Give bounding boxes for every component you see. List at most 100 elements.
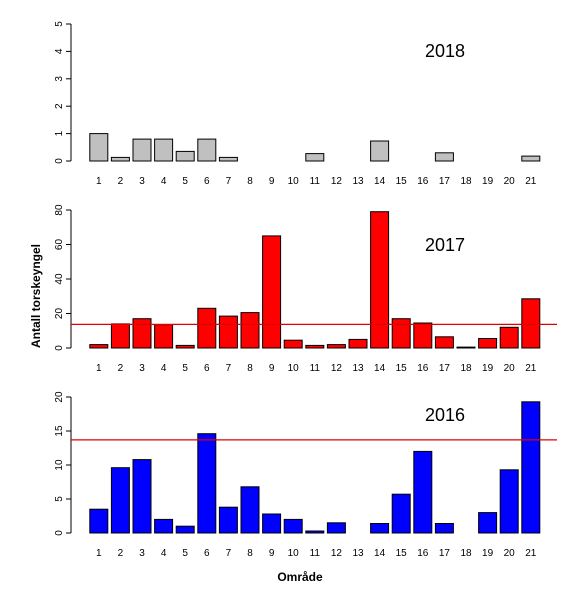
x-tick-label: 14 xyxy=(374,176,386,187)
x-tick-label: 4 xyxy=(161,176,167,187)
y-tick-label: 2 xyxy=(54,103,65,109)
x-tick-label: 11 xyxy=(310,363,321,374)
bar-19 xyxy=(478,512,498,534)
bar-3 xyxy=(132,318,152,349)
x-tick-label: 17 xyxy=(439,363,451,374)
x-tick-label: 3 xyxy=(139,363,145,374)
bar-9 xyxy=(262,513,282,534)
y-tick-label: 0 xyxy=(54,158,65,164)
bar-9 xyxy=(262,235,282,349)
x-tick-label: 1 xyxy=(96,363,102,374)
x-tick-label: 19 xyxy=(482,548,494,559)
bar-3 xyxy=(132,138,152,162)
y-tick-label: 3 xyxy=(54,76,65,82)
y-tick-label: 5 xyxy=(54,21,65,27)
x-tick-label: 17 xyxy=(439,176,451,187)
y-tick-label: 15 xyxy=(54,425,65,437)
bar-14 xyxy=(370,140,390,162)
bar-16 xyxy=(413,322,433,349)
bar-4 xyxy=(154,138,174,162)
x-tick-label: 21 xyxy=(525,363,537,374)
x-tick-label: 16 xyxy=(417,548,429,559)
x-tick-label: 4 xyxy=(161,363,167,374)
x-tick-label: 21 xyxy=(525,176,537,187)
bar-6 xyxy=(197,433,217,534)
x-tick-label: 16 xyxy=(417,176,429,187)
bar-20 xyxy=(499,326,519,349)
x-tick-label: 7 xyxy=(226,548,232,559)
bar-15 xyxy=(391,493,411,534)
x-tick-label: 6 xyxy=(204,548,210,559)
x-tick-label: 17 xyxy=(439,548,451,559)
x-tick-label: 9 xyxy=(269,363,275,374)
x-tick-label: 5 xyxy=(182,176,188,187)
x-tick-label: 11 xyxy=(310,176,321,187)
x-tick-label: 9 xyxy=(269,176,275,187)
bar-14 xyxy=(370,523,390,534)
bar-5 xyxy=(175,525,195,534)
y-tick-label: 40 xyxy=(54,273,65,285)
x-tick-label: 21 xyxy=(525,548,537,559)
bar-20 xyxy=(499,469,519,534)
bar-5 xyxy=(175,344,195,349)
x-tick-label: 13 xyxy=(352,176,364,187)
panel-year-label: 2016 xyxy=(425,405,465,425)
bar-1 xyxy=(89,508,109,534)
bar-2 xyxy=(110,323,130,349)
bar-18 xyxy=(456,346,476,349)
x-tick-label: 12 xyxy=(331,176,343,187)
bar-10 xyxy=(283,339,303,349)
x-tick-label: 1 xyxy=(96,548,102,559)
bar-5 xyxy=(175,150,195,162)
bar-7 xyxy=(218,156,238,162)
x-tick-label: 3 xyxy=(139,548,145,559)
x-tick-label: 3 xyxy=(139,176,145,187)
y-tick-label: 20 xyxy=(54,391,65,403)
bar-17 xyxy=(434,336,454,349)
x-tick-label: 13 xyxy=(352,363,364,374)
x-tick-label: 10 xyxy=(288,363,300,374)
bar-2 xyxy=(110,156,130,162)
x-tick-label: 18 xyxy=(460,176,472,187)
x-tick-label: 10 xyxy=(288,548,300,559)
x-tick-label: 15 xyxy=(396,548,408,559)
bar-6 xyxy=(197,307,217,349)
panel-year-label: 2018 xyxy=(425,41,465,61)
y-axis-title: Antall torskeyngel xyxy=(29,244,43,348)
x-tick-label: 5 xyxy=(182,548,188,559)
bar-12 xyxy=(326,344,346,349)
y-tick-label: 5 xyxy=(54,496,65,502)
x-tick-label: 19 xyxy=(482,176,494,187)
x-tick-label: 12 xyxy=(331,363,343,374)
x-tick-label: 2 xyxy=(118,363,124,374)
x-tick-label: 2 xyxy=(118,548,124,559)
y-tick-label: 0 xyxy=(54,345,65,351)
bar-4 xyxy=(154,518,174,534)
x-tick-label: 7 xyxy=(226,176,232,187)
x-tick-label: 18 xyxy=(460,363,472,374)
bar-7 xyxy=(218,315,238,349)
x-tick-label: 14 xyxy=(374,548,386,559)
y-tick-label: 0 xyxy=(54,530,65,536)
bar-13 xyxy=(348,338,368,349)
bar-14 xyxy=(370,211,390,349)
x-tick-label: 14 xyxy=(374,363,386,374)
bar-16 xyxy=(413,450,433,534)
x-tick-label: 7 xyxy=(226,363,232,374)
x-tick-label: 15 xyxy=(396,176,408,187)
x-tick-label: 4 xyxy=(161,548,167,559)
x-tick-label: 15 xyxy=(396,363,408,374)
x-tick-label: 5 xyxy=(182,363,188,374)
bar-11 xyxy=(305,530,325,534)
bar-7 xyxy=(218,506,238,534)
bar-2 xyxy=(110,467,130,534)
panel-year-label: 2017 xyxy=(425,235,465,255)
bar-19 xyxy=(478,338,498,349)
bar-4 xyxy=(154,324,174,349)
bar-1 xyxy=(89,133,109,162)
x-tick-label: 10 xyxy=(288,176,300,187)
x-tick-label: 20 xyxy=(504,548,516,559)
